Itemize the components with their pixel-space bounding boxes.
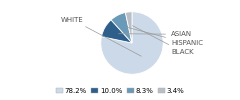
Text: WHITE: WHITE	[61, 17, 141, 56]
Wedge shape	[101, 12, 163, 74]
Wedge shape	[111, 12, 132, 43]
Text: BLACK: BLACK	[132, 26, 194, 55]
Text: HISPANIC: HISPANIC	[126, 27, 203, 46]
Wedge shape	[125, 12, 132, 43]
Legend: 78.2%, 10.0%, 8.3%, 3.4%: 78.2%, 10.0%, 8.3%, 3.4%	[53, 85, 187, 96]
Text: ASIAN: ASIAN	[119, 31, 192, 37]
Wedge shape	[102, 20, 132, 43]
